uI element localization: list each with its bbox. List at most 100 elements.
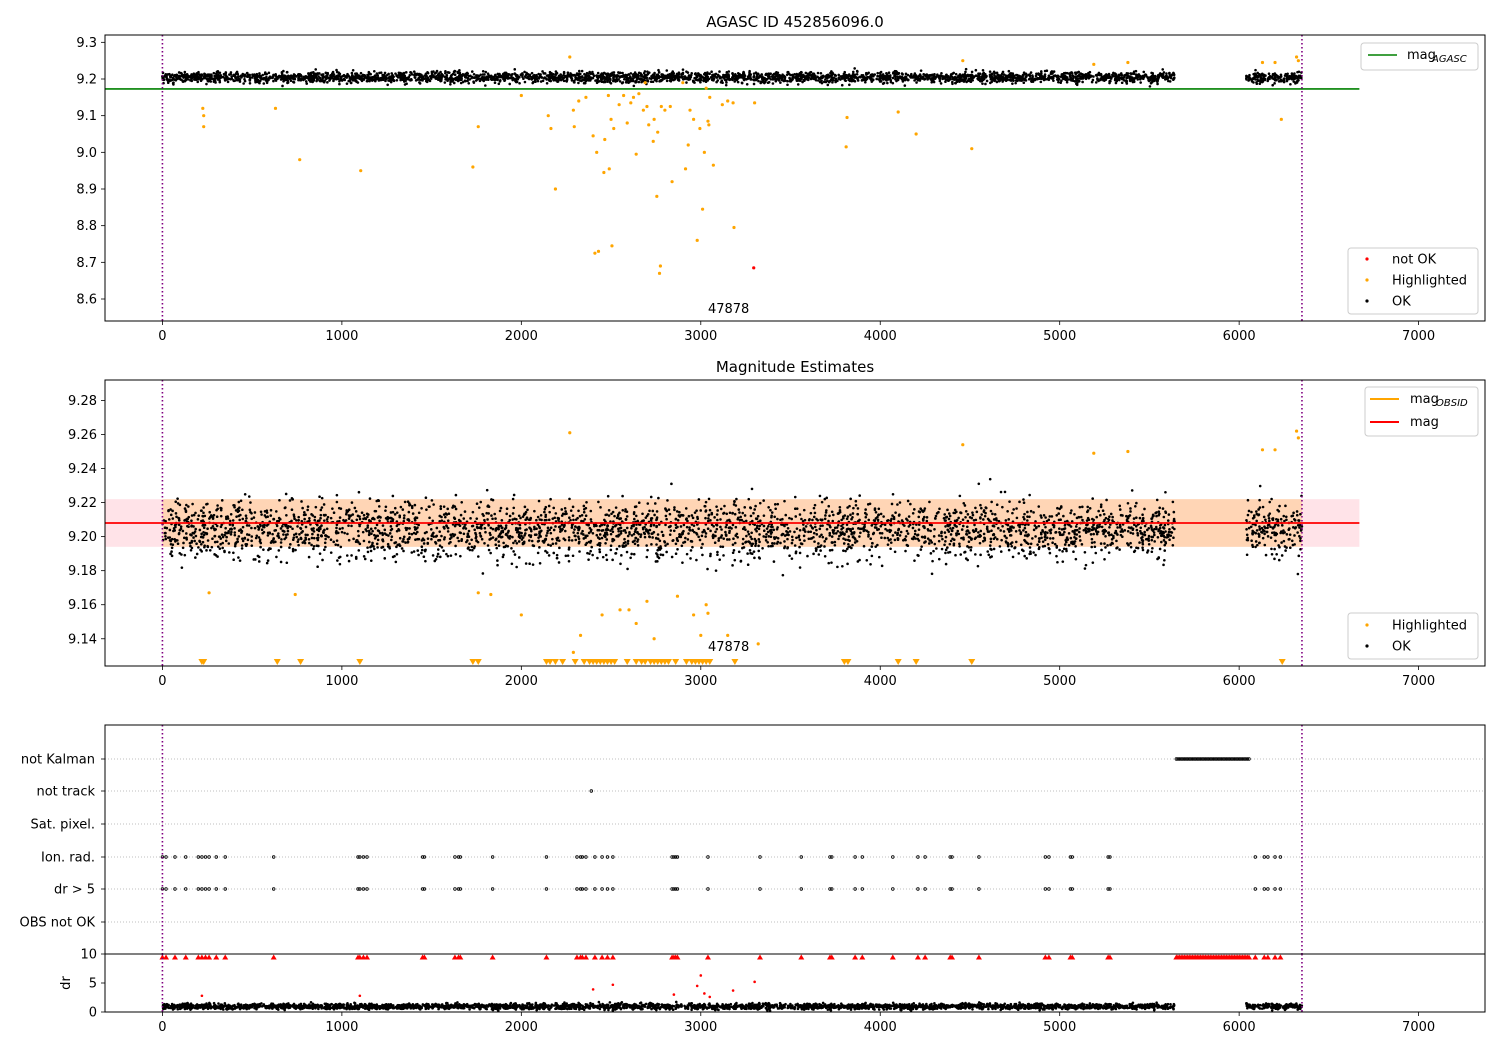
- panel1-ok-point-0-3014: [1075, 71, 1079, 74]
- panel2-ok-point-0-92: [511, 497, 515, 501]
- panel2-ok-point-0-986: [503, 527, 507, 531]
- panel1-ok-point-0-2491: [472, 81, 476, 84]
- panel1-ok-point-0-1658: [604, 72, 608, 76]
- panel1-ok-point-0-1990: [1059, 81, 1062, 85]
- panel1-ok-point-0-2856: [699, 77, 702, 80]
- panel1-ok-point-0-2326: [333, 76, 337, 79]
- panel1-ok-point-0-2763: [748, 76, 752, 80]
- panel1-ok-point-0-2148: [332, 79, 335, 83]
- panel1-ok-point-0-3107: [430, 73, 434, 76]
- panel1-highlighted-point-44: [658, 264, 663, 268]
- panel1-ok-point-0-2878: [1125, 72, 1129, 75]
- panel2-ok-point-0-1253: [927, 542, 931, 545]
- panel1-ok-point-0-3098: [331, 73, 334, 76]
- panel1-ok-point-0-1445: [1097, 79, 1100, 83]
- panel2-ok-point-0-964: [851, 543, 854, 547]
- panel2-ok-point-0-566: [308, 541, 311, 545]
- panel1-ok-point-0-1855: [1146, 76, 1150, 80]
- panel2-ok-point-0-425: [987, 553, 991, 557]
- panel1-ok-point-0-2447: [755, 75, 759, 78]
- panel2-ok-point-0-235: [313, 518, 317, 522]
- panel2-ok-point-0-422: [1162, 563, 1165, 567]
- panel1-ok-point-0-3042: [341, 78, 345, 81]
- panel1-ok-point-0-2297: [949, 74, 953, 78]
- panel2-ok-point-0-1232: [323, 548, 326, 552]
- panel2-ok-point-0-1219: [199, 535, 203, 539]
- panel1-ok-point-0-2561: [767, 72, 771, 75]
- panel1-ok-point-0-2706: [196, 76, 200, 80]
- panel1-ok-point-0-2932: [651, 73, 655, 77]
- panel2-ok-point-0-424: [714, 569, 718, 572]
- panel1-ok-point-0-2630: [622, 77, 626, 81]
- panel2-ok-point-0-854: [764, 535, 768, 539]
- panel2-ok-point-0-1356: [185, 503, 188, 507]
- panel2-ok-point-0-511: [824, 514, 827, 517]
- panel2-ok-point-0-427: [685, 552, 689, 556]
- panel2-ok-point-0-709: [341, 526, 344, 530]
- panel1-ok-point-0-1801: [366, 73, 369, 77]
- panel2-ok-point-0-310: [1081, 505, 1084, 509]
- panel1-ok-point-0-207: [439, 70, 442, 74]
- panel2-ok-point-0-1284: [308, 516, 311, 520]
- panel2-ok-point-0-565: [962, 536, 965, 539]
- panel1-ok-point-0-1506: [646, 80, 650, 83]
- panel1-ok-point-0-1906: [541, 79, 545, 83]
- panel1-ok-point-0-1256: [829, 74, 833, 77]
- panel2-ok-point-0-1444: [1109, 512, 1113, 516]
- panel1-ok-point-0-2926: [761, 80, 764, 84]
- panel1-ok-point-0-2925: [824, 80, 828, 84]
- panel1-ok-point-0-2382: [1065, 80, 1069, 84]
- panel1-ok-point-0-2667: [236, 75, 240, 79]
- panel1-ok-point-0-1701: [479, 78, 483, 81]
- panel1-ok-point-0-3128: [417, 73, 421, 77]
- panel1-ok-point-0-755: [394, 72, 397, 75]
- panel1-ok-point-0-1840: [944, 80, 947, 84]
- panel1-ok-point-0-3124: [482, 77, 485, 81]
- panel2-ok-point-0-514: [1118, 504, 1122, 508]
- panel1-ok-point-0-2610: [727, 70, 731, 73]
- panel2-ok-point-0-1002: [1094, 551, 1098, 555]
- panel2-ok-point-0-718: [589, 549, 592, 553]
- panel1-ok-point-0-59: [1057, 80, 1060, 84]
- panel2-ok-point-0-438: [315, 544, 319, 548]
- panel1-ok-point-0-2329: [595, 74, 598, 77]
- panel1-ok-point-0-2883: [426, 76, 430, 80]
- panel1-ok-point-0-2469: [710, 78, 714, 82]
- panel2-ok-point-0-1452: [390, 535, 394, 538]
- panel1-ok-point-0-1880: [481, 69, 485, 73]
- panel2-ok-point-0-461: [515, 541, 519, 545]
- panel2-ok-point-0-1368: [524, 562, 528, 565]
- panel1-ok-point-0-1821: [177, 71, 181, 74]
- panel1-ok-point-0-2567: [951, 80, 954, 84]
- panel2-ok-point-0-298: [1023, 538, 1026, 542]
- panel1-ok-point-0-2758: [554, 78, 557, 82]
- panel1-ok-point-0-2949: [316, 78, 319, 81]
- panel1-ok-point-0-2355: [714, 75, 717, 78]
- panel1-highlighted-point-1: [202, 114, 206, 118]
- panel2-ok-point-0-1249: [454, 544, 457, 548]
- panel1-ok-point-0-2841: [843, 77, 846, 81]
- panel2-ok-point-0-870: [243, 492, 247, 496]
- panel1-highlighted-point-59: [706, 119, 710, 123]
- panel2-ok-point-0-667: [202, 526, 206, 530]
- panel1-ok-point-0-1407: [884, 76, 888, 80]
- panel1-ok-point-0-2252: [414, 79, 418, 82]
- panel1-ok-point-0-2412: [559, 73, 563, 76]
- panel2-ok-point-0-1324: [1097, 525, 1100, 529]
- panel1-ok-point-0-187: [681, 68, 685, 71]
- panel2-ok-point-0-189: [284, 492, 288, 496]
- panel2-ok-point-0-1532: [585, 500, 588, 504]
- panel2-ok-point-0-582: [391, 494, 395, 498]
- panel2-ok-point-0-862: [454, 552, 458, 556]
- panel1-ok-point-0-953: [896, 75, 899, 79]
- panel1-ok-point-0-1622: [704, 80, 708, 84]
- panel1-ok-point-0-3100: [1014, 73, 1018, 77]
- panel2-ok-point-0-1382: [444, 515, 447, 519]
- panel2-ok-point-0-1350: [311, 532, 314, 536]
- panel2-ok-point-0-1543: [517, 514, 521, 518]
- panel1-ok-point-0-2583: [175, 74, 179, 77]
- panel1-ok-point-0-2810: [570, 73, 573, 77]
- panel1-ok-point-0-3104: [852, 75, 856, 78]
- panel1-ok-point-0-2550: [962, 75, 966, 78]
- panel2-ok-point-0-1274: [462, 532, 466, 536]
